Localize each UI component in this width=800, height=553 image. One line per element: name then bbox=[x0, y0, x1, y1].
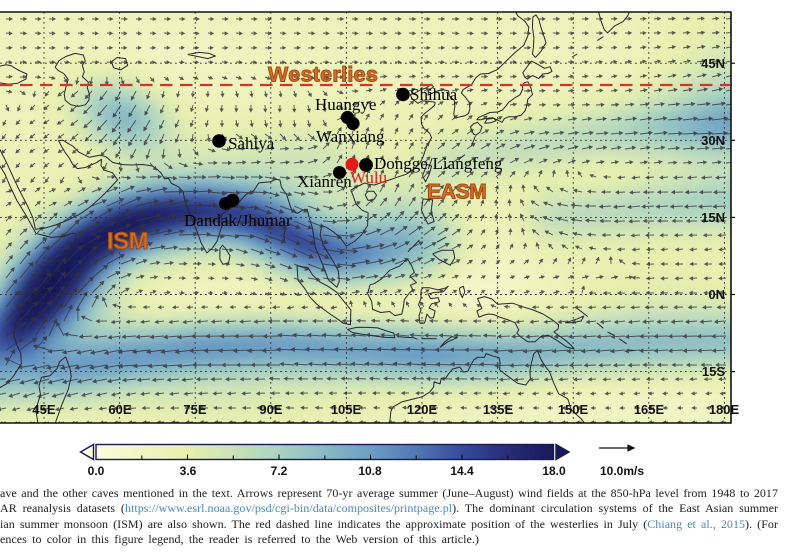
svg-text:0.0: 0.0 bbox=[88, 464, 105, 478]
svg-text:135E: 135E bbox=[483, 402, 514, 417]
svg-text:Shihua: Shihua bbox=[410, 85, 458, 104]
svg-text:180E: 180E bbox=[709, 402, 740, 417]
svg-text:Wanxiang: Wanxiang bbox=[316, 127, 385, 146]
svg-text:0N: 0N bbox=[708, 287, 725, 302]
svg-text:Dandak/Jhumar: Dandak/Jhumar bbox=[184, 211, 292, 230]
svg-text:Sahiya: Sahiya bbox=[228, 134, 275, 153]
svg-text:165E: 165E bbox=[634, 402, 665, 417]
svg-text:15S: 15S bbox=[702, 364, 725, 379]
svg-text:150E: 150E bbox=[558, 402, 589, 417]
svg-text:Wulu: Wulu bbox=[350, 168, 388, 187]
svg-text:30N: 30N bbox=[701, 133, 725, 148]
svg-text:18.0: 18.0 bbox=[542, 464, 566, 478]
svg-text:ISM: ISM bbox=[107, 228, 148, 255]
svg-text:60E: 60E bbox=[108, 402, 131, 417]
svg-text:14.4: 14.4 bbox=[450, 464, 474, 478]
svg-text:Westerlies: Westerlies bbox=[268, 63, 378, 87]
svg-text:Xianren: Xianren bbox=[297, 172, 352, 191]
svg-text:120E: 120E bbox=[407, 402, 438, 417]
svg-text:75E: 75E bbox=[183, 402, 206, 417]
svg-text:45N: 45N bbox=[701, 56, 725, 71]
svg-text:90E: 90E bbox=[259, 402, 282, 417]
svg-text:105E: 105E bbox=[331, 402, 362, 417]
svg-text:45E: 45E bbox=[32, 402, 55, 417]
svg-text:Huangye: Huangye bbox=[315, 95, 376, 114]
svg-text:3.6: 3.6 bbox=[180, 464, 197, 478]
svg-text:EASM: EASM bbox=[427, 181, 486, 204]
svg-text:7.2: 7.2 bbox=[271, 464, 288, 478]
svg-text:15N: 15N bbox=[701, 210, 725, 225]
svg-text:Dongge/Liangfeng: Dongge/Liangfeng bbox=[374, 154, 503, 173]
svg-text:10.0m/s: 10.0m/s bbox=[600, 464, 644, 478]
svg-text:10.8: 10.8 bbox=[358, 464, 382, 478]
